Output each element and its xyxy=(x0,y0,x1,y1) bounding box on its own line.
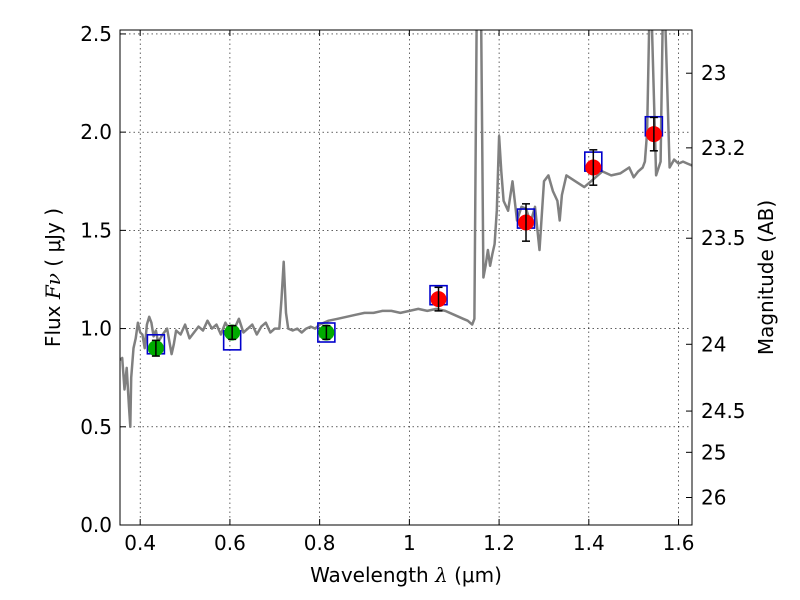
grid-lines xyxy=(120,30,692,526)
right-tick-label: 23 xyxy=(701,61,726,85)
model-spectrum-line xyxy=(120,30,692,429)
right-tick-label: 24 xyxy=(701,332,726,356)
y-axis-label: Flux Fν ( μJy ) xyxy=(41,208,65,347)
x-tick-label: 1.2 xyxy=(483,531,515,555)
axis-ticks: 0.4 0.6 0.8 1 1.2 1.4 1.6 0.0 0.5 1.0 1.5 2.0 2.5 23 2… xyxy=(80,22,745,555)
y-tick-label: 0.0 xyxy=(80,513,112,537)
right-tick-label: 24.5 xyxy=(701,399,746,423)
spectrum-layer xyxy=(120,30,692,429)
photometry-layer xyxy=(146,115,664,357)
x-tick-label: 0.6 xyxy=(214,531,246,555)
right-tick-label: 25 xyxy=(701,440,726,464)
x-axis-label: Wavelength λ (μm) xyxy=(310,563,502,587)
x-tick-label: 1.4 xyxy=(573,531,605,555)
right-tick-label: 23.2 xyxy=(701,136,746,160)
x-tick-label: 1 xyxy=(403,531,416,555)
y-tick-label: 1.0 xyxy=(80,317,112,341)
x-tick-label: 1.6 xyxy=(663,531,695,555)
right-axis-label: Magnitude (AB) xyxy=(754,200,778,355)
x-tick-label: 0.8 xyxy=(304,531,336,555)
y-tick-label: 2.0 xyxy=(80,120,112,144)
right-tick-label: 26 xyxy=(701,486,726,510)
y-tick-label: 2.5 xyxy=(80,22,112,46)
y-tick-label: 1.5 xyxy=(80,218,112,242)
plot-frame xyxy=(119,29,693,526)
model-band-square xyxy=(317,322,336,343)
y-tick-label: 0.5 xyxy=(80,415,112,439)
right-tick-label: 23.5 xyxy=(701,226,746,250)
x-tick-label: 0.4 xyxy=(124,531,156,555)
